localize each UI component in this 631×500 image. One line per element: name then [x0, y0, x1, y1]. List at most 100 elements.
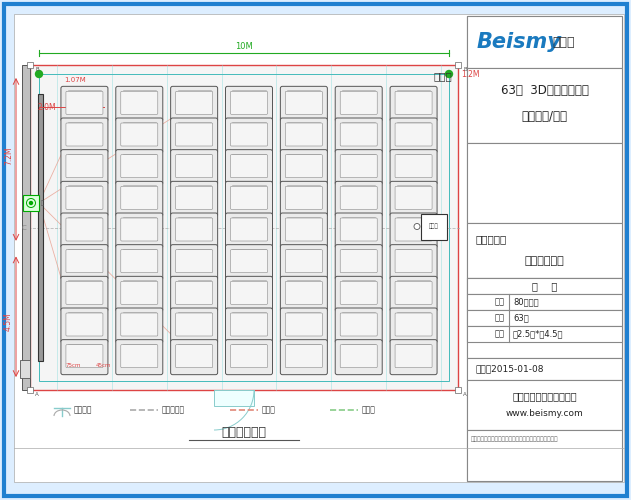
FancyBboxPatch shape [170, 213, 218, 248]
FancyBboxPatch shape [230, 282, 268, 304]
FancyBboxPatch shape [335, 340, 382, 374]
FancyBboxPatch shape [340, 250, 377, 272]
Text: A: A [35, 392, 38, 397]
FancyBboxPatch shape [390, 213, 437, 248]
FancyBboxPatch shape [335, 276, 382, 312]
Text: 日期：2015-01-08: 日期：2015-01-08 [475, 364, 543, 374]
FancyBboxPatch shape [390, 86, 437, 122]
FancyBboxPatch shape [66, 218, 103, 241]
Bar [467, 278, 622, 294]
Bar [467, 143, 622, 223]
Text: 注：图纸仅供参考，具体尺寸以实际安装场地尺寸为准！: 注：图纸仅供参考，具体尺寸以实际安装场地尺寸为准！ [471, 436, 558, 442]
FancyBboxPatch shape [230, 250, 268, 272]
FancyBboxPatch shape [230, 313, 268, 336]
FancyBboxPatch shape [175, 282, 213, 304]
FancyBboxPatch shape [390, 308, 437, 343]
FancyBboxPatch shape [175, 250, 213, 272]
Text: C: C [21, 224, 26, 230]
FancyBboxPatch shape [285, 282, 322, 304]
FancyBboxPatch shape [121, 250, 158, 272]
Text: 45cm: 45cm [96, 363, 112, 368]
Text: 屏: 屏 [41, 200, 44, 206]
FancyBboxPatch shape [340, 282, 377, 304]
FancyBboxPatch shape [175, 154, 213, 178]
FancyBboxPatch shape [390, 340, 437, 374]
Text: www.beismy.com: www.beismy.com [505, 408, 584, 418]
Circle shape [414, 224, 420, 230]
FancyBboxPatch shape [280, 213, 327, 248]
FancyBboxPatch shape [66, 186, 103, 210]
FancyBboxPatch shape [61, 86, 108, 122]
FancyBboxPatch shape [340, 92, 377, 114]
FancyBboxPatch shape [61, 340, 108, 374]
FancyBboxPatch shape [121, 218, 158, 241]
FancyBboxPatch shape [395, 218, 432, 241]
FancyBboxPatch shape [225, 150, 273, 184]
FancyBboxPatch shape [340, 123, 377, 146]
Text: 63位  3D数字智能影院: 63位 3D数字智能影院 [500, 84, 589, 96]
Text: 座位: 座位 [495, 314, 505, 322]
FancyBboxPatch shape [395, 344, 432, 368]
FancyBboxPatch shape [230, 218, 268, 241]
FancyBboxPatch shape [170, 308, 218, 343]
Bar [455, 387, 461, 393]
Text: 63位: 63位 [513, 314, 529, 322]
Bar [20, 360, 30, 378]
Text: 平面、布线图: 平面、布线图 [221, 426, 266, 438]
Bar [467, 223, 622, 278]
Bar [467, 294, 622, 310]
FancyBboxPatch shape [121, 92, 158, 114]
FancyBboxPatch shape [390, 182, 437, 216]
Bar [467, 16, 622, 481]
FancyBboxPatch shape [121, 344, 158, 368]
FancyBboxPatch shape [66, 123, 103, 146]
Bar [467, 326, 622, 342]
Bar [38, 94, 43, 361]
FancyBboxPatch shape [175, 344, 213, 368]
FancyBboxPatch shape [280, 244, 327, 280]
FancyBboxPatch shape [335, 118, 382, 153]
FancyBboxPatch shape [340, 154, 377, 178]
Text: 贝视曼: 贝视曼 [552, 36, 574, 49]
FancyBboxPatch shape [335, 182, 382, 216]
FancyBboxPatch shape [230, 154, 268, 178]
FancyBboxPatch shape [335, 244, 382, 280]
Text: 放映机: 放映机 [429, 224, 439, 230]
FancyBboxPatch shape [175, 313, 213, 336]
FancyBboxPatch shape [170, 118, 218, 153]
FancyBboxPatch shape [66, 344, 103, 368]
FancyBboxPatch shape [170, 276, 218, 312]
FancyBboxPatch shape [225, 118, 273, 153]
FancyBboxPatch shape [395, 186, 432, 210]
FancyBboxPatch shape [285, 186, 322, 210]
FancyBboxPatch shape [395, 250, 432, 272]
FancyBboxPatch shape [115, 118, 163, 153]
Bar [22, 65, 30, 390]
Bar [27, 62, 33, 68]
FancyBboxPatch shape [175, 123, 213, 146]
FancyBboxPatch shape [285, 154, 322, 178]
Bar [27, 387, 33, 393]
FancyBboxPatch shape [335, 86, 382, 122]
FancyBboxPatch shape [395, 154, 432, 178]
FancyBboxPatch shape [280, 276, 327, 312]
FancyBboxPatch shape [121, 313, 158, 336]
FancyBboxPatch shape [340, 186, 377, 210]
Text: 10M: 10M [235, 42, 253, 51]
Circle shape [30, 202, 33, 204]
Text: A: A [463, 392, 467, 397]
Text: B: B [35, 67, 38, 72]
FancyBboxPatch shape [66, 313, 103, 336]
FancyBboxPatch shape [230, 123, 268, 146]
FancyBboxPatch shape [66, 92, 103, 114]
Text: 音频线: 音频线 [262, 406, 276, 414]
FancyBboxPatch shape [340, 218, 377, 241]
FancyBboxPatch shape [285, 218, 322, 241]
Text: 2.0M: 2.0M [38, 102, 57, 112]
FancyBboxPatch shape [285, 92, 322, 114]
FancyBboxPatch shape [61, 213, 108, 248]
FancyBboxPatch shape [170, 150, 218, 184]
FancyBboxPatch shape [225, 86, 273, 122]
Text: 1.2M: 1.2M [461, 70, 480, 79]
Text: 放映庁: 放映庁 [433, 71, 452, 81]
